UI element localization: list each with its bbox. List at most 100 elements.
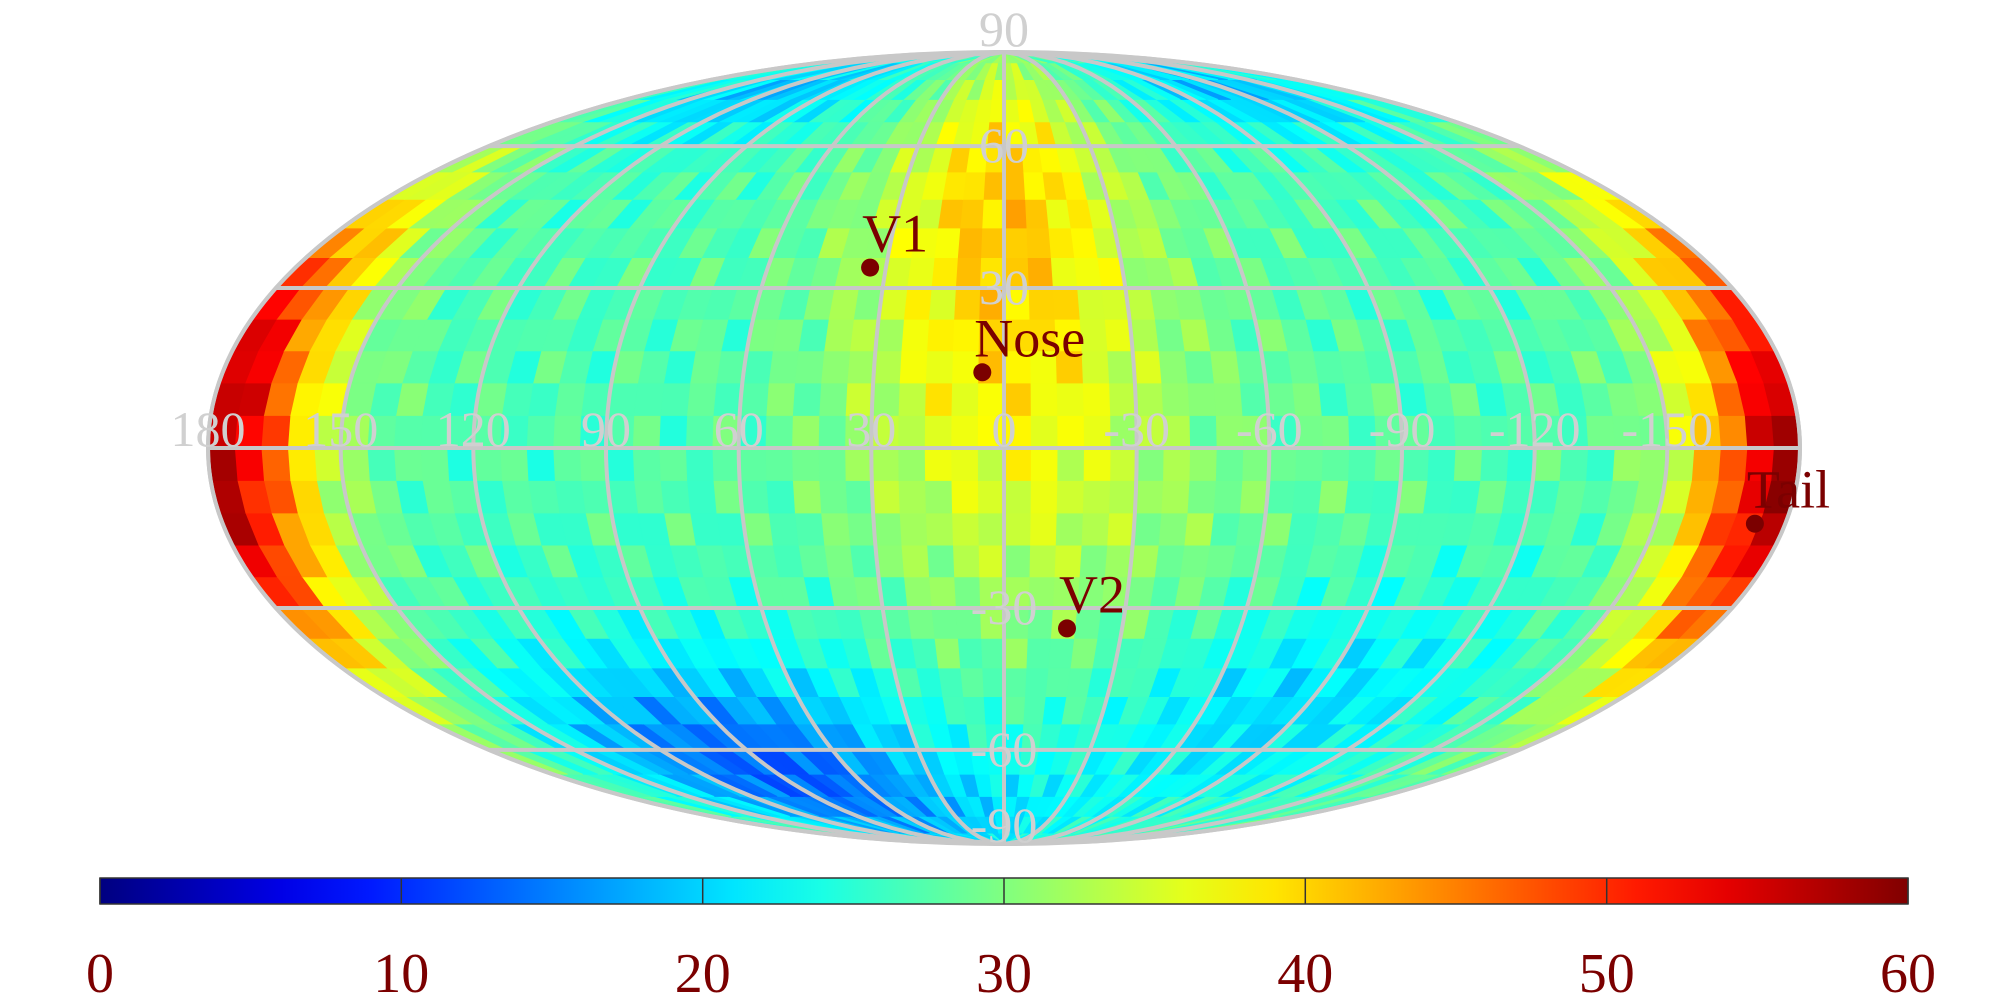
heatmap-cell [1179, 318, 1211, 352]
heatmap-cell [1025, 638, 1051, 669]
heatmap-cell [1003, 227, 1028, 259]
heatmap-cell [823, 544, 854, 578]
heatmap-cell [1448, 382, 1481, 416]
heatmap-cell [1050, 257, 1078, 289]
colorbar-tick-label: 20 [675, 943, 731, 1000]
heatmap-cell [820, 512, 851, 546]
heatmap-cell [928, 287, 956, 320]
heatmap-cell [1044, 667, 1071, 697]
heatmap-cell [1106, 350, 1136, 384]
heatmap-cell [525, 415, 555, 449]
heatmap-cell [1183, 350, 1214, 384]
heatmap-cell [930, 257, 958, 289]
heatmap-cell [959, 198, 984, 229]
longitude-tick-label: 90 [581, 401, 631, 457]
heatmap-cell [962, 171, 986, 200]
heatmap-cell [1422, 480, 1454, 514]
heatmap-cell [844, 480, 874, 514]
heatmap-cell [957, 638, 983, 669]
heatmap-cell [900, 318, 930, 352]
heatmap-cell [898, 350, 928, 384]
heatmap-cell [1029, 382, 1058, 416]
heatmap-cell [260, 415, 291, 449]
heatmap-cell [1286, 512, 1319, 546]
colorbar-tick-label: 10 [373, 943, 429, 1000]
heatmap-cell [1320, 415, 1350, 449]
heatmap-cell [923, 415, 952, 449]
heatmap-cell [1188, 415, 1217, 449]
marker-label: V2 [1059, 564, 1125, 624]
heatmap-cell [632, 415, 661, 449]
latitude-tick-label: -90 [971, 797, 1038, 853]
marker-dot [973, 363, 992, 382]
heatmap-cell [1047, 227, 1075, 259]
heatmap-cell [765, 480, 796, 514]
latitude-labels: 90 60 30 -30 -60 -90 [971, 1, 1038, 853]
heatmap-cell [1134, 480, 1164, 514]
heatmap-cell [1448, 480, 1481, 514]
heatmap-cell [1024, 667, 1049, 697]
heatmap-cell [981, 667, 1005, 697]
heatmap-cell [1003, 667, 1027, 697]
heatmap-cell [950, 382, 979, 416]
heatmap-cell [764, 415, 793, 449]
heatmap-cell [872, 512, 902, 546]
heatmap-cell [924, 480, 953, 514]
heatmap-cell [980, 638, 1005, 669]
heatmap-cell [1188, 447, 1217, 481]
heatmap-cell [1044, 198, 1071, 229]
heatmap-cell [900, 544, 930, 578]
heatmap-cell [1056, 415, 1085, 449]
heatmap-cell [1186, 480, 1216, 514]
heatmap-cell [1003, 171, 1026, 200]
latitude-tick-label: 30 [979, 259, 1029, 315]
heatmap-cell [817, 447, 846, 481]
heatmap-cell [1026, 257, 1053, 289]
heatmap-cell [552, 447, 582, 481]
marker-dot [1745, 514, 1764, 533]
heatmap-cell [764, 447, 793, 481]
longitude-tick-label: -60 [1236, 401, 1303, 457]
heatmap-cell [791, 447, 820, 481]
heatmap-cell [1022, 696, 1046, 725]
heatmap-cell [925, 512, 954, 546]
heatmap-cell [1003, 638, 1028, 669]
colorbar: 0 10 20 30 40 50 60 [86, 877, 1936, 1000]
heatmap-cell [633, 480, 665, 514]
heatmap-cell [846, 350, 876, 384]
heatmap-cell [952, 544, 980, 578]
heatmap-cell [903, 576, 932, 609]
heatmap-cell [1209, 512, 1241, 546]
heatmap-cell [926, 318, 955, 352]
heatmap-cell [977, 544, 1005, 578]
heatmap-cell [1320, 447, 1350, 481]
heatmap-cell [525, 447, 555, 481]
heatmap-cell [897, 382, 926, 416]
latitude-tick-label: 60 [979, 117, 1029, 173]
longitude-tick-label: 180 [171, 401, 246, 457]
heatmap-cell [1029, 480, 1058, 514]
heatmap-cell [1770, 415, 1800, 449]
heatmap-cell [1209, 350, 1241, 384]
heatmap-cell [1157, 350, 1188, 384]
heatmap-cell [930, 607, 958, 639]
heatmap-cell [633, 382, 665, 416]
marker-label: Tail [1747, 460, 1830, 520]
longitude-tick-label: 60 [714, 401, 764, 457]
heatmap-cell [1743, 415, 1774, 449]
heatmap-cell [1132, 512, 1162, 546]
heatmap-cell [1029, 512, 1057, 546]
heatmap-cell [685, 415, 714, 449]
heatmap-cell [818, 480, 848, 514]
heatmap-cell [1585, 415, 1615, 449]
colorbar-tick-label: 40 [1277, 943, 1333, 1000]
heatmap-cell [1717, 415, 1748, 449]
heatmap-cell [906, 607, 935, 639]
heatmap-cell [1317, 480, 1349, 514]
heatmap-cell [1003, 198, 1027, 229]
heatmap-cell [1343, 480, 1375, 514]
heatmap-cell [926, 544, 955, 578]
heatmap-cell [933, 227, 961, 259]
heatmap-cell [871, 480, 900, 514]
heatmap-cell [898, 512, 928, 546]
